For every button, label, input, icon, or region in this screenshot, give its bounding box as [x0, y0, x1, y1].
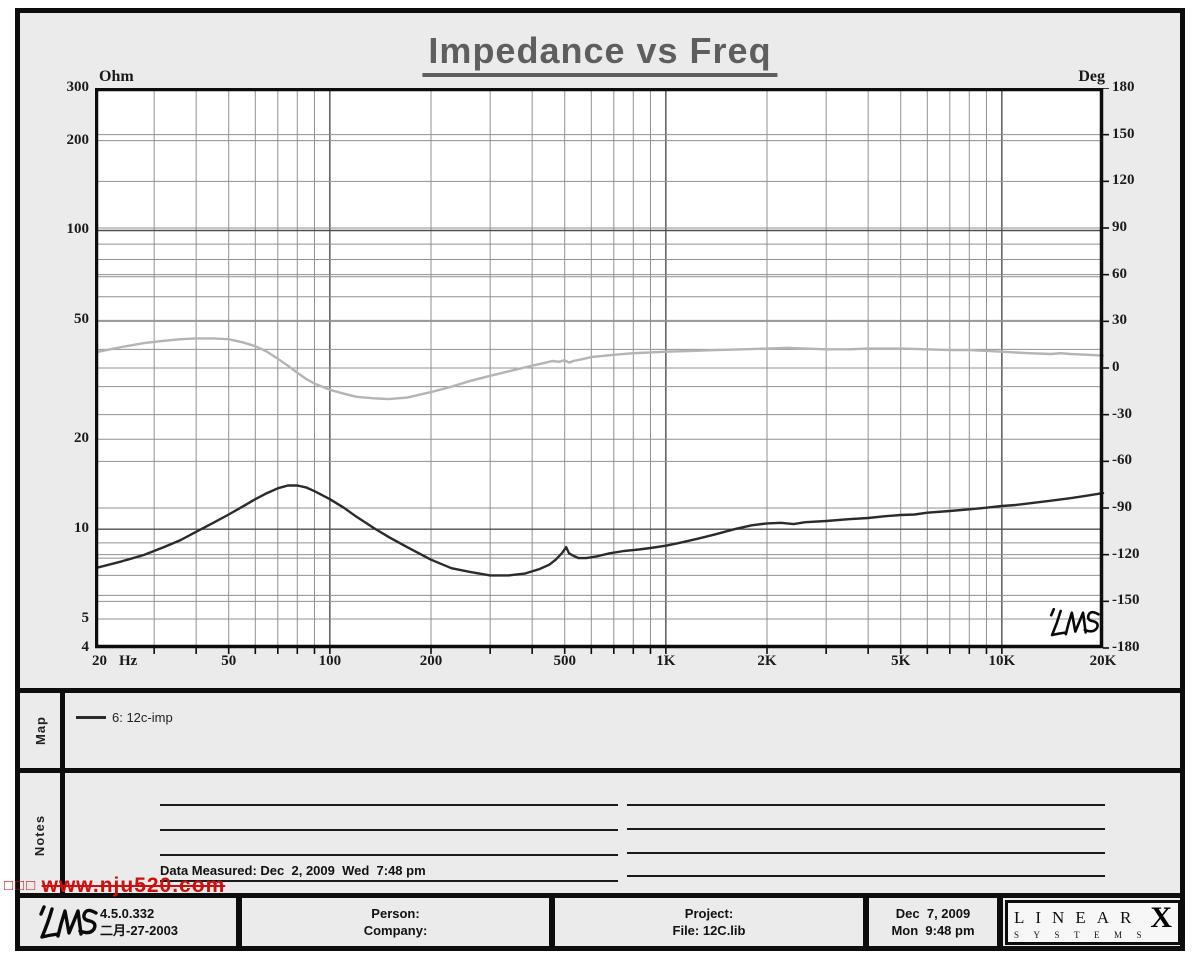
company-label: Company:: [363, 923, 428, 938]
project-label: Project:: [684, 906, 734, 921]
x-tick-label: 2K: [757, 653, 777, 669]
x-tick-label: 5K: [891, 653, 911, 669]
y-right-tick-label: 180: [1112, 79, 1135, 95]
y-right-tick-label: -90: [1112, 499, 1132, 515]
x-axis-unit-label: Hz: [119, 653, 138, 669]
watermark-boxes: □□□: [4, 877, 38, 894]
notes-line: [160, 804, 618, 806]
version-number: 4.5.0.332: [100, 906, 155, 921]
x-tick-label: 50: [221, 653, 237, 669]
linearx-logo-row1: LINEAR X: [1014, 901, 1172, 934]
legend-item-label[interactable]: 6: 12c-imp: [112, 710, 173, 725]
data-measured-text: Data Measured: Dec 2, 2009 Wed 7:48 pm: [160, 863, 426, 878]
y-left-tick-label: 20: [74, 430, 89, 447]
notes-line: [627, 875, 1105, 877]
map-section-label: Map: [32, 715, 48, 745]
plot-area: 20 50 100 200 500 1K 2K 5K 10K 20K 300 200 100 50 20 10…: [67, 79, 1140, 669]
separator-notes-footer: [16, 893, 1184, 898]
chart-title: Impedance vs Freq: [422, 30, 778, 77]
notes-line: [627, 852, 1105, 854]
notes-section-label: Notes: [32, 814, 48, 856]
map-divider: [60, 693, 65, 768]
y-left-tick-label: 4: [81, 639, 90, 655]
left-axis-unit-label: Ohm: [99, 68, 134, 85]
notes-divider: [60, 773, 65, 893]
watermark-url: www.nju520.com: [41, 874, 226, 897]
plot-border: [95, 88, 1104, 649]
y-left-tick-label: 300: [66, 79, 90, 95]
separator-chart-map: [16, 688, 1184, 693]
plot-canvas: [95, 88, 1109, 654]
footer-divider: [549, 898, 555, 946]
y-left-tick-label: 5: [81, 610, 90, 627]
x-tick-label: 200: [419, 653, 443, 669]
y-right-tick-label: 150: [1112, 125, 1135, 142]
x-tick-label: 500: [553, 653, 576, 669]
x-tick-label: 1K: [656, 653, 676, 669]
file-label: File: 12C.lib: [672, 923, 746, 938]
person-label: Person:: [371, 906, 420, 921]
separator-map-notes: [16, 768, 1184, 773]
y-left-tick-label: 10: [74, 520, 89, 537]
legend-line-swatch: [76, 716, 106, 719]
series-phase: [95, 337, 1105, 401]
footer-divider: [997, 898, 1003, 946]
y-right-tick-label: -180: [1112, 639, 1140, 655]
footer-divider: [863, 898, 869, 946]
y-right-tick-label: -150: [1112, 592, 1140, 609]
notes-line: [627, 828, 1105, 830]
version-date: 二月-27-2003: [100, 923, 179, 938]
footer-time: Mon 9:48 pm: [891, 923, 975, 938]
notes-line: [160, 829, 618, 831]
footer-date: Dec 7, 2009: [895, 906, 971, 921]
series-impedance: [95, 484, 1105, 577]
linearx-x: X: [1150, 901, 1172, 934]
y-left-tick-label: 200: [66, 131, 90, 148]
footer-person-cell: Person: Company:: [242, 898, 549, 946]
x-tick-label: 20: [92, 653, 107, 669]
footer-date-cell: Dec 7, 2009 Mon 9:48 pm: [869, 898, 997, 946]
linearx-letters: LINEAR: [1014, 908, 1143, 927]
y-right-tick-label: 30: [1112, 312, 1127, 329]
y-right-tick-label: 120: [1112, 172, 1135, 189]
notes-line: [160, 854, 618, 856]
linearx-logo: LINEAR X SYSTEMS: [1005, 900, 1181, 945]
y-right-tick-label: 60: [1112, 265, 1127, 282]
y-right-tick-label: -60: [1112, 452, 1132, 469]
footer-version-cell: 4.5.0.332 二月-27-2003: [100, 898, 235, 946]
footer-project-cell: Project: File: 12C.lib: [555, 898, 863, 946]
y-left-tick-label: 50: [74, 311, 89, 328]
right-axis-unit-label: Deg: [1078, 68, 1105, 85]
footer-divider: [236, 898, 242, 946]
y-right-tick-label: -30: [1112, 405, 1132, 422]
x-tick-label: 10K: [988, 653, 1016, 669]
lms-script-logo-chart: [1049, 607, 1100, 637]
y-right-tick-label: -120: [1112, 545, 1140, 562]
y-right-tick-label: 0: [1112, 359, 1120, 375]
notes-line: [627, 804, 1105, 806]
lms-script-logo-footer: [39, 905, 98, 939]
x-tick-label: 20K: [1089, 653, 1117, 669]
y-left-tick-label: 100: [66, 221, 90, 238]
linearx-systems-text: SYSTEMS: [1014, 930, 1157, 940]
x-tick-label: 100: [318, 653, 342, 669]
y-right-tick-label: 90: [1112, 219, 1127, 235]
notes-line: [160, 880, 618, 882]
watermark: □□□ www.nju520.com: [4, 874, 225, 898]
